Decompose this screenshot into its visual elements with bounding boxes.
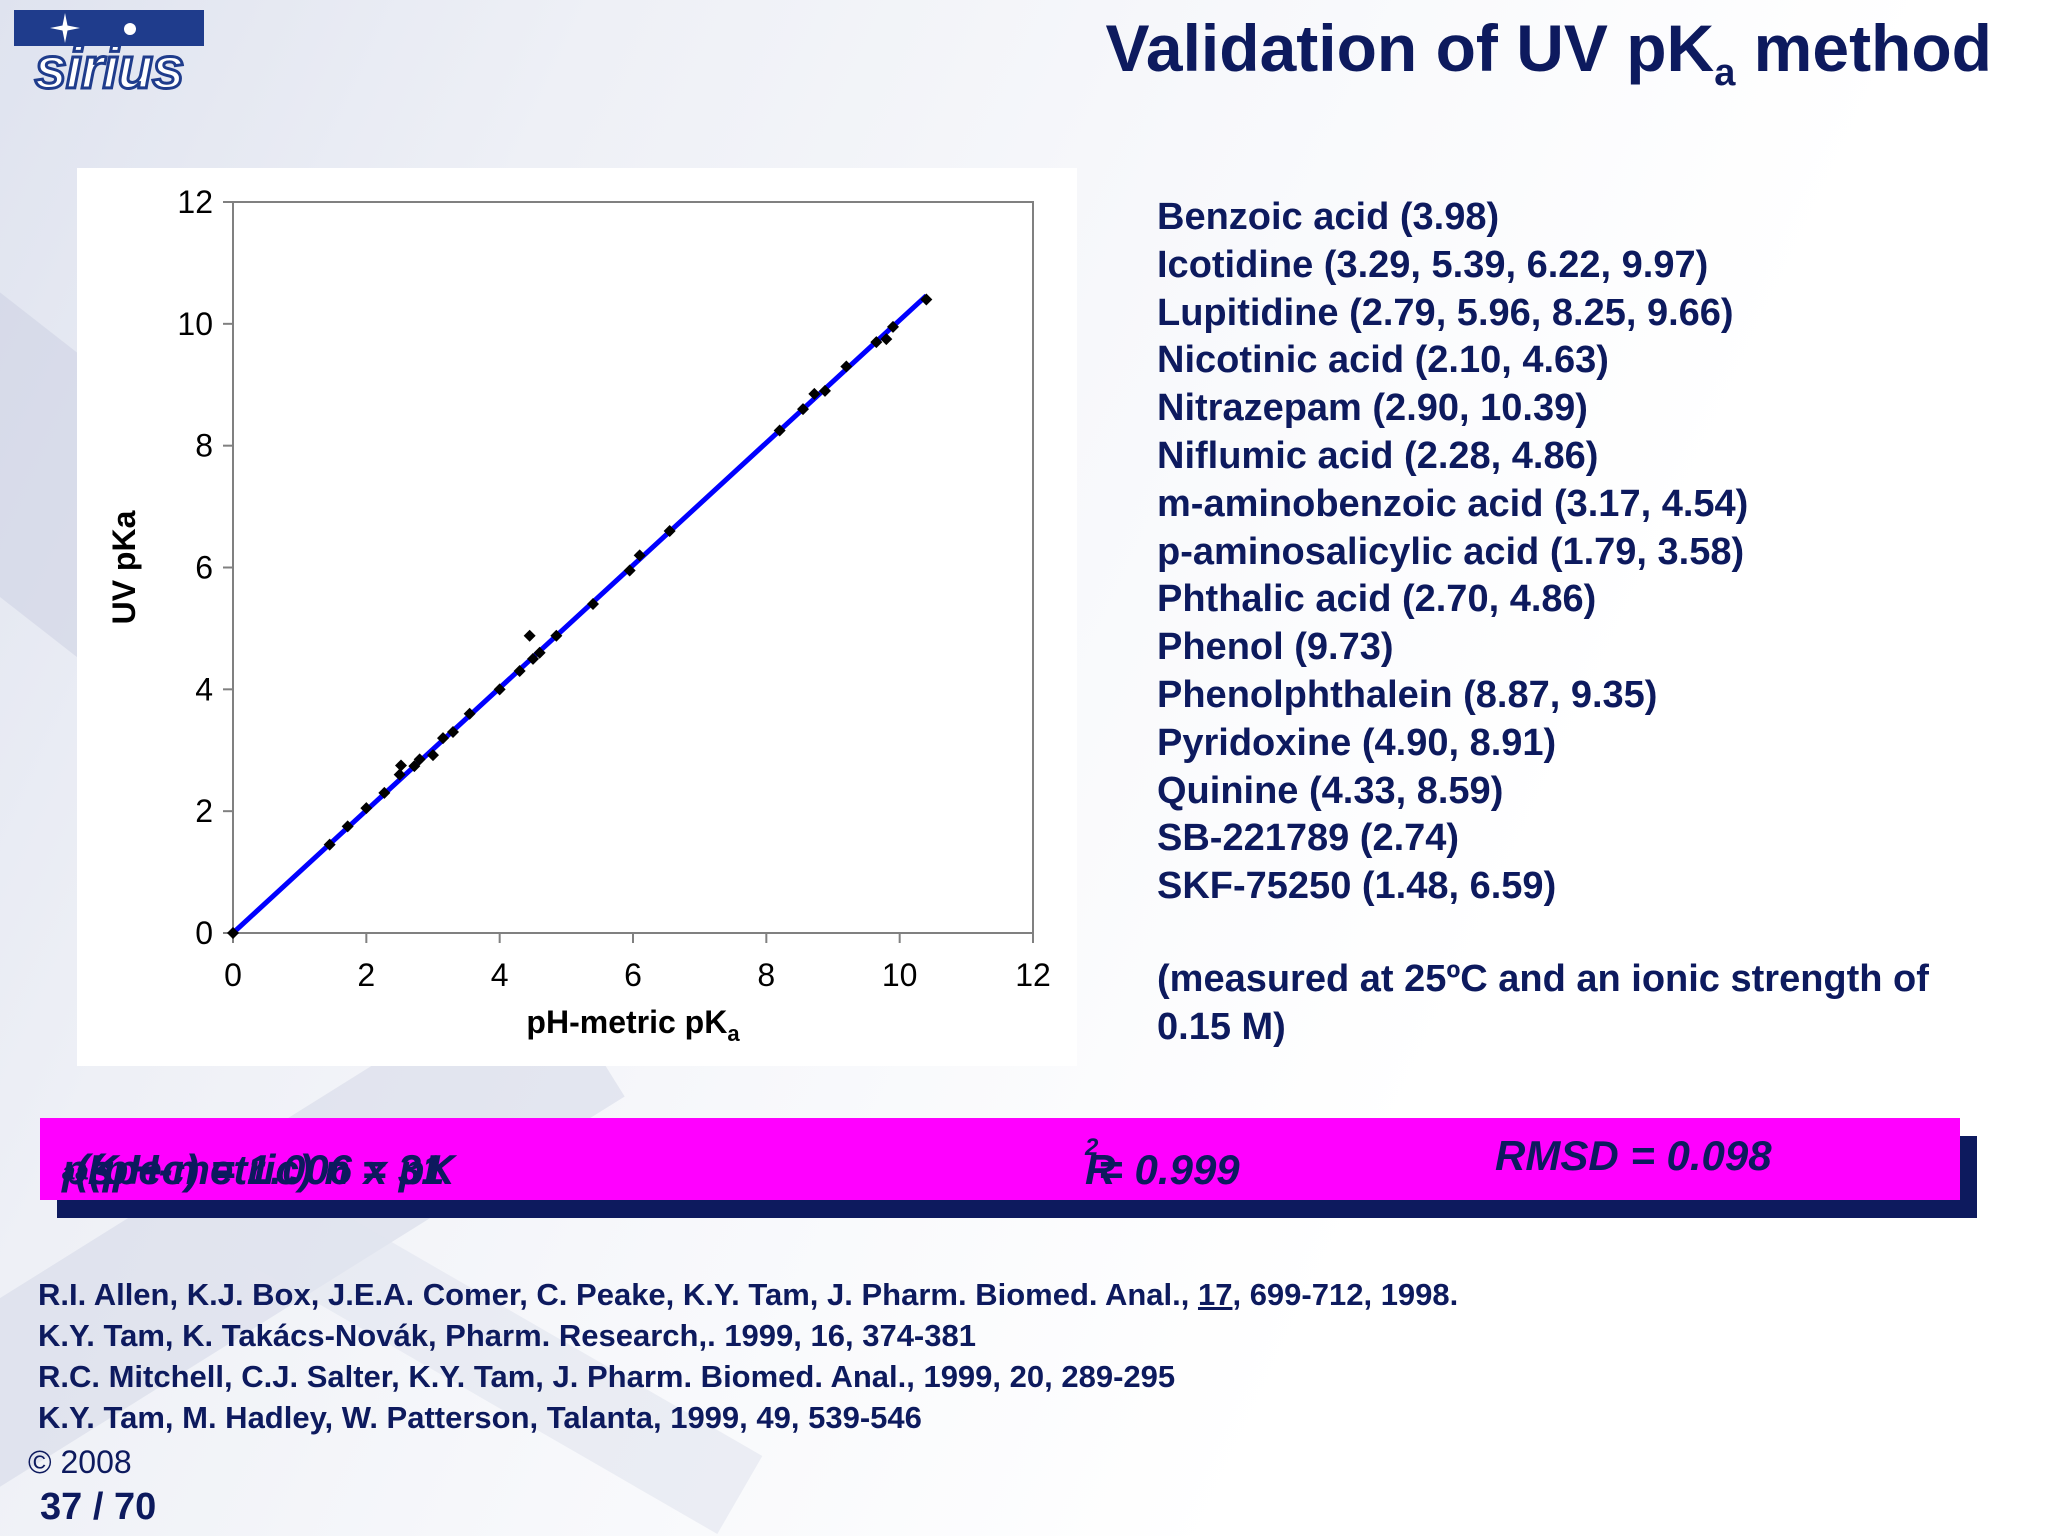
x-axis-label: pH-metric pKa [526, 1004, 740, 1046]
compound-item: Niflumic acid (2.28, 4.86) [1157, 434, 1599, 477]
copyright: © 2008 [28, 1444, 132, 1480]
data-point [527, 652, 539, 665]
data-point [880, 333, 893, 346]
chart-panel: 0 2 4 6 8 10 12 0 2 4 6 8 10 12 pH-metric pKa UV pKa [77, 168, 1077, 1066]
compound-item: Phenol (9.73) [1157, 626, 1394, 669]
data-point [360, 802, 373, 815]
data-point [523, 629, 536, 642]
y-tick-label: 12 [177, 184, 213, 220]
data-point [393, 768, 406, 781]
reference-3: R.C. Mitchell, C.J. Salter, K.Y. Tam, J.… [38, 1359, 1176, 1394]
reference-4: K.Y. Tam, M. Hadley, W. Patterson, Talan… [38, 1400, 922, 1435]
data-point [395, 759, 407, 772]
y-tick-label: 10 [177, 306, 213, 342]
data-point [447, 725, 459, 738]
compound-item: Pyridoxine (4.90, 8.91) [1157, 721, 1557, 764]
data-point [887, 320, 899, 333]
y-tick-label: 4 [195, 671, 213, 707]
star-icon [50, 13, 80, 43]
data-point [341, 820, 354, 833]
data-point [797, 403, 809, 416]
data-point [819, 384, 831, 397]
reference-1: R.I. Allen, K.J. Box, J.E.A. Comer, C. P… [38, 1277, 1459, 1312]
x-tick-label: 4 [491, 957, 509, 993]
data-point [463, 707, 476, 720]
compound-item: Nitrazepam (2.90, 10.39) [1157, 387, 1588, 430]
compound-item: m-aminobenzoic acid (3.17, 4.54) [1157, 482, 1749, 525]
compound-item: Phenolphthalein (8.87, 9.35) [1157, 673, 1658, 716]
x-tick-label: 8 [757, 957, 775, 993]
compound-item: Benzoic acid (3.98) [1157, 196, 1500, 238]
dot-icon [124, 23, 136, 35]
data-point [437, 732, 449, 745]
x-tick-label: 12 [1015, 957, 1051, 993]
measurement-note: (measured at 25ºC and an ionic strength … [1157, 958, 1929, 1048]
x-tick-label: 6 [624, 957, 642, 993]
data-point [550, 629, 563, 642]
sirius-logo: sirius [14, 10, 204, 99]
rmsd-value: RMSD = 0.098 [1495, 1132, 1772, 1179]
compound-item: Quinine (4.33, 8.59) [1157, 769, 1504, 812]
regression-equation: pK a (spec) = 1.006 x pK a (pH-metric) n =… [62, 1146, 455, 1193]
data-point [840, 360, 853, 373]
data-point [870, 336, 883, 349]
data-point [633, 549, 646, 562]
scatter-chart: 0 2 4 6 8 10 12 0 2 4 6 8 10 12 pH-metric pKa UV pKa [106, 184, 1051, 1046]
compound-item: SB-221789 (2.74) [1157, 817, 1460, 860]
data-point [533, 646, 546, 659]
y-tick-label: 6 [195, 550, 213, 586]
regression-banner: pK a (spec) = 1.006 x pK a (pH-metric) n =… [40, 1118, 1960, 1200]
page-number: 37 / 70 [40, 1486, 157, 1528]
data-point [808, 387, 821, 400]
compound-item: Phthalic acid (2.70, 4.86) [1157, 578, 1597, 621]
chart-points [227, 293, 933, 939]
y-tick-label: 0 [195, 915, 213, 951]
data-point [587, 598, 599, 611]
references: R.I. Allen, K.J. Box, J.E.A. Comer, C. P… [38, 1274, 1458, 1438]
data-point [493, 683, 506, 696]
chart-ticks: 0 2 4 6 8 10 12 0 2 4 6 8 10 12 [177, 184, 1050, 993]
compound-list: Benzoic acid (3.98) Icotidine (3.29, 5.39… [1157, 194, 2037, 911]
x-tick-label: 2 [357, 957, 375, 993]
data-point [323, 838, 336, 851]
logo-text: sirius [33, 36, 186, 101]
data-point [513, 665, 526, 678]
compound-item: Nicotinic acid (2.10, 4.63) [1157, 339, 1609, 382]
compound-item: Lupitidine (2.79, 5.96, 8.25, 9.66) [1157, 291, 1734, 334]
compound-item: Icotidine (3.29, 5.39, 6.22, 9.97) [1157, 243, 1709, 286]
page-title: Validation of UV pKa method [1105, 11, 1993, 94]
y-axis-label: UV pKa [106, 510, 142, 624]
data-point [427, 749, 439, 762]
data-point [378, 786, 391, 799]
data-point [773, 424, 786, 437]
data-point [227, 927, 239, 939]
data-point [663, 524, 676, 537]
y-tick-label: 8 [195, 428, 213, 464]
compound-item: SKF-75250 (1.48, 6.59) [1157, 865, 1557, 908]
compound-item: p-aminosalicylic acid (1.79, 3.58) [1157, 530, 1745, 573]
data-point [623, 564, 636, 577]
x-tick-label: 10 [882, 957, 918, 993]
reference-2: K.Y. Tam, K. Takács-Novák, Pharm. Resear… [38, 1318, 976, 1353]
data-point [920, 293, 933, 306]
data-point [408, 760, 421, 773]
x-tick-label: 0 [224, 957, 242, 993]
data-point [413, 753, 426, 766]
logo-bar [14, 10, 204, 46]
y-tick-label: 2 [195, 793, 213, 829]
